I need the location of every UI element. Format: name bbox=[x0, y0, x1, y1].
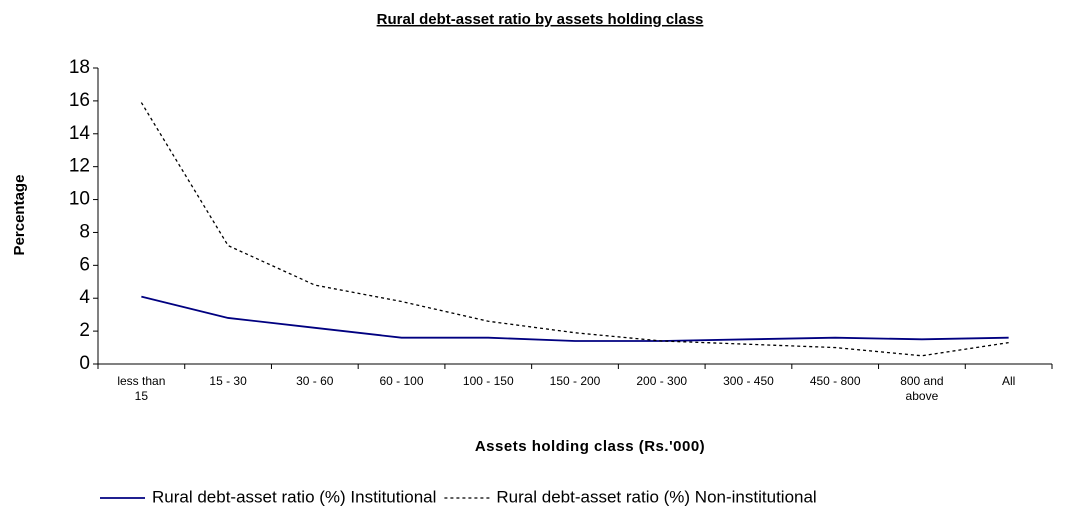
y-tick-label: 6 bbox=[79, 254, 90, 275]
y-tick-label: 4 bbox=[79, 287, 90, 308]
x-tick-label: less than 15 bbox=[117, 374, 166, 403]
y-tick-label: 18 bbox=[69, 57, 90, 78]
legend-label: Rural debt-asset ratio (%) Institutional bbox=[152, 487, 436, 506]
x-tick-label: 100 - 150 bbox=[462, 374, 514, 388]
y-tick-label: 10 bbox=[69, 189, 90, 210]
y-tick-label: 16 bbox=[69, 90, 90, 111]
y-tick-label: 14 bbox=[69, 123, 91, 144]
y-tick-label: 0 bbox=[79, 353, 90, 374]
y-tick-label: 2 bbox=[79, 320, 90, 341]
x-tick-label: 60 - 100 bbox=[379, 374, 424, 388]
x-tick-label: 800 and above bbox=[900, 374, 944, 403]
x-tick-label: 200 - 300 bbox=[636, 374, 688, 388]
x-tick-label: 15 - 30 bbox=[209, 374, 247, 388]
y-tick-label: 12 bbox=[69, 156, 90, 177]
series-line bbox=[140, 102, 1009, 357]
y-axis-title: Percentage bbox=[11, 175, 28, 256]
series-line bbox=[141, 295, 1009, 342]
x-tick-label: All bbox=[1001, 374, 1016, 388]
x-tick-label: 300 - 450 bbox=[723, 374, 774, 388]
x-tick-label: 150 - 200 bbox=[549, 374, 601, 388]
y-tick-label: 8 bbox=[79, 221, 90, 242]
legend-label: Rural debt-asset ratio (%) Non-instituti… bbox=[496, 487, 816, 506]
x-tick-label: 450 - 800 bbox=[809, 374, 861, 388]
x-tick-label: 30 - 60 bbox=[296, 374, 334, 388]
x-axis-title: Assets holding class (Rs.'000) bbox=[475, 438, 705, 455]
chart-title: Rural debt-asset ratio by assets holding… bbox=[377, 11, 704, 28]
